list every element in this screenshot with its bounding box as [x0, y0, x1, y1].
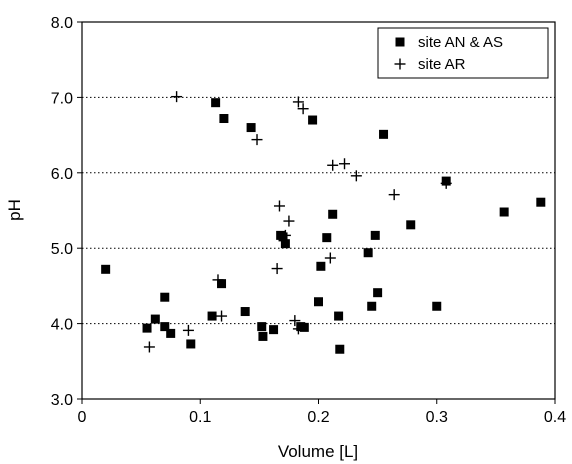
x-axis-label: Volume [L] — [278, 442, 358, 461]
data-point-site-an-as — [219, 114, 229, 124]
x-tick-label: 0.2 — [307, 409, 329, 426]
data-point-site-an-as — [150, 314, 160, 324]
data-point-site-an-as — [314, 297, 323, 307]
legend-label: site AR — [418, 56, 466, 73]
data-point-site-an-as — [335, 344, 345, 354]
data-point-site-an-as — [328, 209, 338, 219]
legend: site AN & AS site AR — [377, 27, 549, 79]
y-tick-label: 3.0 — [51, 392, 73, 409]
data-point-site-ar — [216, 310, 228, 322]
data-point-site-ar — [350, 170, 362, 182]
data-point-site-ar — [297, 103, 309, 115]
y-tick-label: 7.0 — [51, 90, 73, 107]
data-point-site-an-as — [363, 248, 373, 258]
data-point-site-ar — [171, 91, 183, 103]
data-point-site-an-as — [269, 325, 279, 335]
data-point-site-ar — [292, 96, 304, 108]
data-point-site-an-as — [367, 301, 377, 311]
data-point-site-ar — [273, 200, 285, 212]
data-point-site-an-as — [160, 292, 170, 302]
data-point-site-ar — [388, 189, 400, 201]
data-point-site-an-as — [246, 123, 256, 133]
legend-marker — [394, 58, 406, 70]
data-point-site-an-as — [280, 239, 290, 249]
axis-ticks: 3.0 4.0 5.0 6.0 7.0 8.0 0 0.1 0.2 0.3 0.4 — [51, 15, 566, 426]
data-points — [101, 91, 546, 354]
data-point-site-an-as — [432, 301, 442, 311]
data-point-site-an-as — [370, 230, 380, 240]
data-point-site-an-as — [217, 279, 227, 289]
data-point-site-ar — [339, 158, 351, 170]
data-point-site-an-as — [160, 322, 170, 332]
data-point-site-an-as — [211, 98, 221, 108]
data-point-site-ar — [279, 229, 291, 241]
gridlines — [82, 96, 555, 325]
x-tick-label: 0.1 — [189, 409, 211, 426]
data-point-site-an-as — [406, 220, 416, 230]
y-tick-label: 4.0 — [51, 317, 73, 334]
data-point-site-an-as — [373, 288, 383, 298]
data-point-site-an-as — [186, 339, 196, 349]
data-point-site-ar — [212, 274, 224, 286]
legend-marker — [395, 37, 405, 47]
data-point-site-an-as — [499, 207, 509, 217]
y-axis-label: pH — [5, 199, 24, 221]
data-point-site-ar — [292, 323, 304, 335]
y-tick-label: 8.0 — [51, 15, 73, 32]
data-point-site-ar — [143, 341, 155, 353]
data-point-site-ar — [324, 252, 336, 264]
plot-frame — [81, 21, 556, 400]
data-point-site-an-as — [322, 233, 332, 243]
data-point-site-ar — [271, 263, 283, 275]
data-point-site-an-as — [258, 331, 268, 341]
data-point-site-an-as — [334, 311, 344, 321]
data-point-site-an-as — [207, 311, 217, 321]
data-point-site-ar — [440, 177, 452, 189]
y-tick-label: 6.0 — [51, 166, 73, 183]
data-point-site-an-as — [257, 322, 267, 332]
data-point-site-an-as — [536, 197, 546, 207]
data-point-site-ar — [289, 315, 301, 327]
y-tick-label: 5.0 — [51, 241, 73, 258]
x-tick-label: 0 — [78, 409, 87, 426]
data-point-site-an-as — [308, 115, 318, 125]
data-point-site-an-as — [379, 129, 389, 139]
data-point-site-ar — [182, 324, 194, 336]
x-tick-label: 0.4 — [544, 409, 566, 426]
data-point-site-an-as — [142, 323, 152, 333]
data-point-site-ar — [251, 134, 263, 146]
legend-label: site AN & AS — [418, 34, 503, 51]
data-point-site-an-as — [166, 328, 176, 338]
data-point-site-an-as — [299, 322, 309, 332]
data-point-site-an-as — [240, 307, 250, 317]
data-point-site-an-as — [278, 232, 288, 242]
data-point-site-an-as — [316, 261, 326, 271]
data-point-site-ar — [283, 215, 295, 227]
data-point-site-an-as — [101, 264, 111, 274]
legend-box — [377, 27, 549, 79]
data-point-site-ar — [327, 159, 339, 171]
x-tick-label: 0.3 — [426, 409, 448, 426]
